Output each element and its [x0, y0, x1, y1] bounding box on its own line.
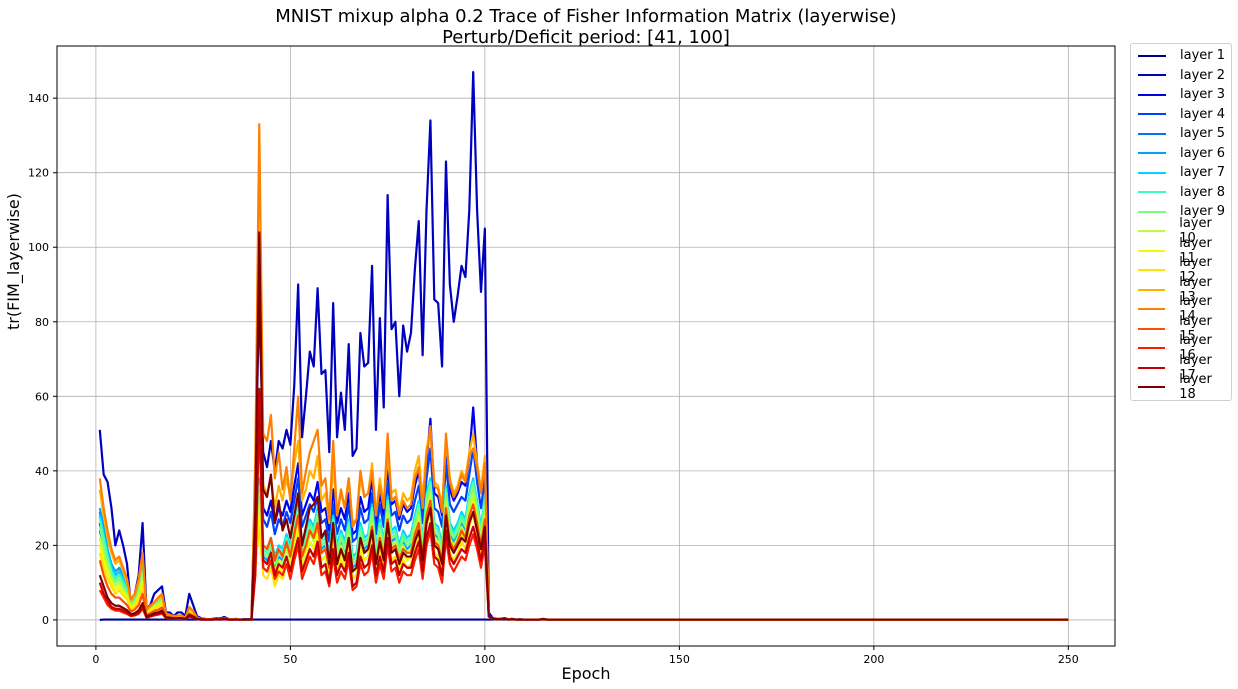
legend-label: layer 15 [1179, 313, 1212, 344]
legend-label: layer 7 [1180, 165, 1226, 181]
legend-item: layer 13 [1131, 275, 1231, 305]
legend-item: layer 11 [1131, 236, 1231, 266]
legend-swatch [1138, 210, 1166, 213]
legend-item: layer 4 [1131, 105, 1231, 125]
y-tick-label: 40 [35, 465, 49, 478]
legend-label: layer 13 [1179, 274, 1212, 305]
y-tick-label: 60 [35, 390, 49, 403]
legend-swatch [1138, 327, 1166, 330]
legend-label: layer 12 [1179, 255, 1212, 286]
legend-label: layer 9 [1180, 204, 1226, 220]
x-tick-label: 250 [1058, 653, 1079, 666]
legend-item: layer 9 [1131, 202, 1231, 222]
legend-item: layer 18 [1131, 372, 1231, 402]
y-tick-label: 20 [35, 539, 49, 552]
legend-swatch [1138, 171, 1166, 174]
legend-item: layer 14 [1131, 294, 1231, 324]
legend-swatch [1138, 308, 1166, 311]
legend-swatch [1138, 113, 1166, 116]
legend-swatch [1138, 152, 1166, 155]
legend: layer 1 layer 2 layer 3 layer 4 layer 5 layer… [1130, 43, 1232, 402]
legend-label: layer 17 [1179, 352, 1212, 383]
x-tick-label: 100 [474, 653, 495, 666]
chart-title: MNIST mixup alpha 0.2 Trace of Fisher In… [275, 6, 897, 27]
plot-area [57, 46, 1115, 646]
legend-label: layer 3 [1180, 87, 1226, 103]
legend-item: layer 2 [1131, 66, 1231, 86]
legend-swatch [1138, 191, 1166, 194]
y-tick-label: 80 [35, 316, 49, 329]
legend-label: layer 18 [1179, 372, 1212, 403]
y-tick-label: 100 [28, 241, 49, 254]
legend-swatch [1138, 132, 1166, 135]
legend-swatch [1138, 93, 1166, 96]
legend-item: layer 5 [1131, 124, 1231, 144]
plot-frame [56, 45, 1116, 647]
legend-label: layer 2 [1180, 67, 1226, 83]
x-tick-label: 0 [92, 653, 99, 666]
legend-label: layer 11 [1179, 235, 1212, 266]
legend-label: layer 5 [1180, 126, 1226, 142]
legend-label: layer 14 [1179, 294, 1212, 325]
legend-swatch [1138, 269, 1166, 272]
legend-item: layer 8 [1131, 183, 1231, 203]
ticks: 0 50 100 150 200 250 0 20 40 60 80 100 120 140 [28, 92, 1079, 666]
legend-swatch [1138, 249, 1166, 252]
x-tick-label: 150 [669, 653, 690, 666]
legend-label: layer 16 [1179, 333, 1212, 364]
legend-item: layer 16 [1131, 333, 1231, 363]
legend-item: layer 3 [1131, 85, 1231, 105]
legend-item: layer 10 [1131, 216, 1231, 246]
grid [57, 46, 1115, 646]
legend-swatch [1138, 54, 1166, 57]
y-tick-label: 0 [42, 614, 49, 627]
legend-label: layer 8 [1180, 184, 1226, 200]
legend-swatch [1138, 230, 1166, 233]
legend-item: layer 17 [1131, 353, 1231, 383]
legend-swatch [1138, 347, 1166, 350]
legend-swatch [1138, 74, 1166, 77]
legend-item: layer 12 [1131, 255, 1231, 285]
legend-label: layer 1 [1180, 48, 1226, 64]
y-axis-label: tr(FIM_layerwise) [4, 193, 23, 330]
x-axis-label: Epoch [561, 664, 611, 683]
legend-label: layer 10 [1179, 216, 1212, 247]
legend-label: layer 6 [1180, 145, 1226, 161]
chart-subtitle: Perturb/Deficit period: [41, 100] [442, 27, 730, 48]
legend-swatch [1138, 386, 1166, 389]
legend-swatch [1138, 366, 1166, 369]
legend-swatch [1138, 288, 1166, 291]
legend-item: layer 1 [1131, 46, 1231, 66]
legend-label: layer 4 [1180, 106, 1226, 122]
y-tick-label: 120 [28, 167, 49, 180]
legend-item: layer 15 [1131, 314, 1231, 344]
series-line-layer-18 [98, 231, 1069, 621]
x-tick-label: 200 [863, 653, 884, 666]
legend-item: layer 6 [1131, 144, 1231, 164]
y-tick-label: 140 [28, 92, 49, 105]
legend-item: layer 7 [1131, 163, 1231, 183]
series-group [98, 70, 1069, 622]
x-tick-label: 50 [283, 653, 297, 666]
